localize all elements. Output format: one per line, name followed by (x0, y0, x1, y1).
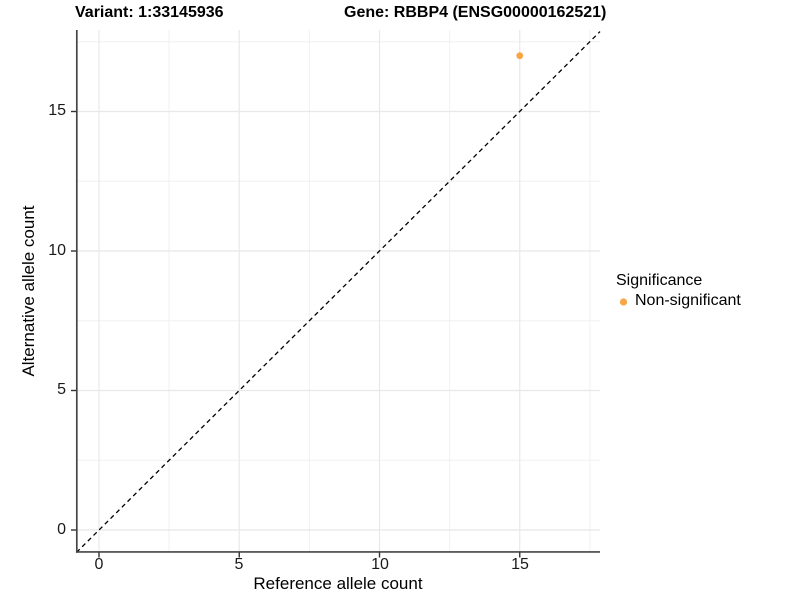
major-gridlines-horizontal (76, 110, 600, 531)
legend-key-dot (619, 297, 628, 306)
x-tick-marks (98, 552, 521, 558)
axis-lines (75, 30, 600, 553)
y-axis-label: Alternative allele count (19, 205, 38, 377)
y-tick-label-0: 0 (57, 521, 66, 538)
variant-title: Variant: 1:33145936 (75, 4, 224, 21)
legend: Significance Non-significant (616, 272, 741, 310)
y-tick-label-5: 5 (57, 381, 66, 398)
major-gridlines-vertical (98, 30, 521, 552)
x-tick-label-10: 10 (371, 556, 389, 573)
x-tick-label-15: 15 (511, 556, 529, 573)
y-tick-label-15: 15 (48, 102, 66, 119)
minor-gridlines-vertical (168, 30, 591, 552)
y-tick-marks (71, 110, 76, 531)
plot-panel (71, 30, 601, 558)
legend-item-non-significant: Non-significant (616, 292, 741, 310)
identity-line (76, 31, 601, 553)
y-tick-label-10: 10 (48, 242, 66, 259)
minor-gridlines-horizontal (76, 41, 600, 461)
x-axis-label: Reference allele count (253, 574, 423, 593)
legend-title: Significance (616, 272, 703, 289)
legend-item-label: Non-significant (635, 292, 741, 309)
x-tick-label-5: 5 (234, 556, 244, 573)
x-tick-label-0: 0 (94, 556, 104, 573)
gene-title: Gene: RBBP4 (ENSG00000162521) (344, 4, 607, 21)
data-point (516, 52, 524, 60)
